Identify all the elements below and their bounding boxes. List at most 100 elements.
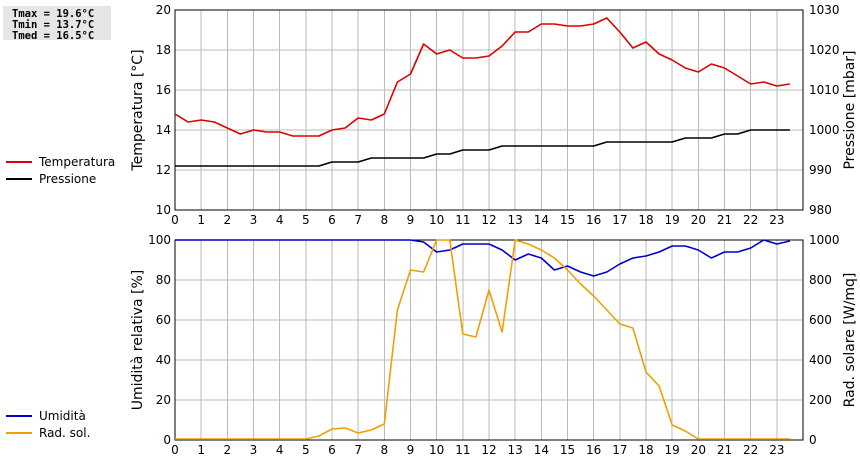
series-line-pressione xyxy=(175,129,790,167)
y-tick-label-right: 400 xyxy=(809,353,832,367)
x-tick-label: 5 xyxy=(302,213,310,227)
y-tick-label-right: 1000 xyxy=(809,123,840,137)
legend-bottom: Umidità Rad. sol. xyxy=(6,407,90,441)
y-axis-label-right: Pressione [mbar] xyxy=(842,50,858,169)
legend-item-umidita: Umidità xyxy=(6,407,90,424)
y-tick-label-right: 600 xyxy=(809,313,832,327)
x-tick-label: 6 xyxy=(328,443,336,457)
x-tick-label: 21 xyxy=(717,443,732,457)
plot-frame xyxy=(174,239,804,441)
x-tick-label: 4 xyxy=(276,213,284,227)
x-tick-label: 23 xyxy=(769,443,784,457)
series-line-rad-sol xyxy=(175,239,790,440)
y-tick-label-left: 20 xyxy=(156,3,171,17)
x-tick-label: 22 xyxy=(743,443,758,457)
y-tick-label-left: 80 xyxy=(156,273,171,287)
y-tick-label-left: 10 xyxy=(156,203,171,217)
y-tick-label-right: 200 xyxy=(809,393,832,407)
legend-label-temperatura: Temperatura xyxy=(39,154,116,169)
statistics-box: Tmax = 19.6°C Tmin = 13.7°C Tmed = 16.5°… xyxy=(3,6,111,42)
x-tick-label: 14 xyxy=(534,443,549,457)
x-tick-label: 8 xyxy=(381,443,389,457)
x-tick-label: 21 xyxy=(717,213,732,227)
x-tick-label: 11 xyxy=(455,443,470,457)
x-tick-label: 2 xyxy=(224,443,232,457)
x-tick-label: 17 xyxy=(612,443,627,457)
series-line-umidit xyxy=(175,239,791,277)
tmax-stat: Tmax = 19.6°C xyxy=(12,8,95,20)
legend-label-umidita: Umidità xyxy=(39,408,86,423)
x-tick-label: 14 xyxy=(534,213,549,227)
y-axis-label-left: Temperatura [°C] xyxy=(130,49,146,171)
x-tick-label: 6 xyxy=(328,213,336,227)
x-tick-label: 3 xyxy=(250,443,258,457)
x-tick-label: 18 xyxy=(638,213,653,227)
y-tick-label-left: 16 xyxy=(156,83,171,97)
x-tick-label: 22 xyxy=(743,213,758,227)
umidita-swatch xyxy=(6,414,32,417)
x-tick-label: 17 xyxy=(612,213,627,227)
x-tick-label: 19 xyxy=(665,443,680,457)
x-tick-label: 7 xyxy=(354,443,362,457)
x-tick-label: 18 xyxy=(638,443,653,457)
legend-item-pressione: Pressione xyxy=(6,170,115,187)
legend-item-rad-sol: Rad. sol. xyxy=(6,424,90,441)
y-tick-label-left: 60 xyxy=(156,313,171,327)
x-tick-label: 0 xyxy=(171,213,179,227)
x-tick-label: 1 xyxy=(197,443,205,457)
legend-label-rad-sol: Rad. sol. xyxy=(39,425,91,440)
x-tick-label: 2 xyxy=(224,213,232,227)
legend-label-pressione: Pressione xyxy=(39,171,97,186)
x-tick-label: 5 xyxy=(302,443,310,457)
legend-top: Temperatura Pressione xyxy=(6,153,115,187)
y-tick-label-left: 12 xyxy=(156,163,171,177)
x-tick-label: 10 xyxy=(429,213,444,227)
x-tick-label: 23 xyxy=(769,213,784,227)
y-axis-label-left: Umidità relativa [%] xyxy=(130,270,146,411)
y-tick-label-right: 990 xyxy=(809,163,832,177)
x-tick-label: 16 xyxy=(586,443,601,457)
x-tick-label: 9 xyxy=(407,443,415,457)
y-tick-label-right: 800 xyxy=(809,273,832,287)
plot-frame xyxy=(174,9,804,211)
x-tick-label: 16 xyxy=(586,213,601,227)
x-tick-label: 10 xyxy=(429,443,444,457)
x-tick-label: 20 xyxy=(691,213,706,227)
tmin-stat: Tmin = 13.7°C xyxy=(12,19,95,31)
x-tick-label: 0 xyxy=(171,443,179,457)
x-tick-label: 11 xyxy=(455,213,470,227)
y-tick-label-left: 20 xyxy=(156,393,171,407)
x-tick-label: 7 xyxy=(354,213,362,227)
temperatura-swatch xyxy=(6,160,32,163)
legend-item-temperatura: Temperatura xyxy=(6,153,115,170)
x-tick-label: 13 xyxy=(508,213,523,227)
y-tick-label-right: 980 xyxy=(809,203,832,217)
x-tick-label: 15 xyxy=(560,443,575,457)
x-tick-label: 9 xyxy=(407,213,415,227)
x-tick-label: 19 xyxy=(665,213,680,227)
series-line-temperatura xyxy=(174,17,791,137)
y-tick-label-right: 1000 xyxy=(809,233,840,247)
x-tick-label: 12 xyxy=(481,213,496,227)
tmed-stat: Tmed = 16.5°C xyxy=(12,30,95,42)
x-tick-label: 8 xyxy=(381,213,389,227)
y-tick-label-right: 1010 xyxy=(809,83,840,97)
y-tick-label-right: 0 xyxy=(809,433,817,447)
y-tick-label-left: 100 xyxy=(148,233,171,247)
x-tick-label: 1 xyxy=(197,213,205,227)
y-tick-label-left: 0 xyxy=(163,433,171,447)
y-tick-label-right: 1030 xyxy=(809,3,840,17)
y-tick-label-right: 1020 xyxy=(809,43,840,57)
x-tick-label: 13 xyxy=(508,443,523,457)
x-tick-label: 3 xyxy=(250,213,258,227)
x-tick-label: 12 xyxy=(481,443,496,457)
rad-sol-swatch xyxy=(6,431,32,434)
x-tick-label: 15 xyxy=(560,213,575,227)
x-tick-label: 4 xyxy=(276,443,284,457)
y-tick-label-left: 40 xyxy=(156,353,171,367)
x-tick-label: 20 xyxy=(691,443,706,457)
y-axis-label-right: Rad. solare [W/mq] xyxy=(842,273,858,408)
pressione-swatch xyxy=(6,177,32,180)
y-tick-label-left: 18 xyxy=(156,43,171,57)
